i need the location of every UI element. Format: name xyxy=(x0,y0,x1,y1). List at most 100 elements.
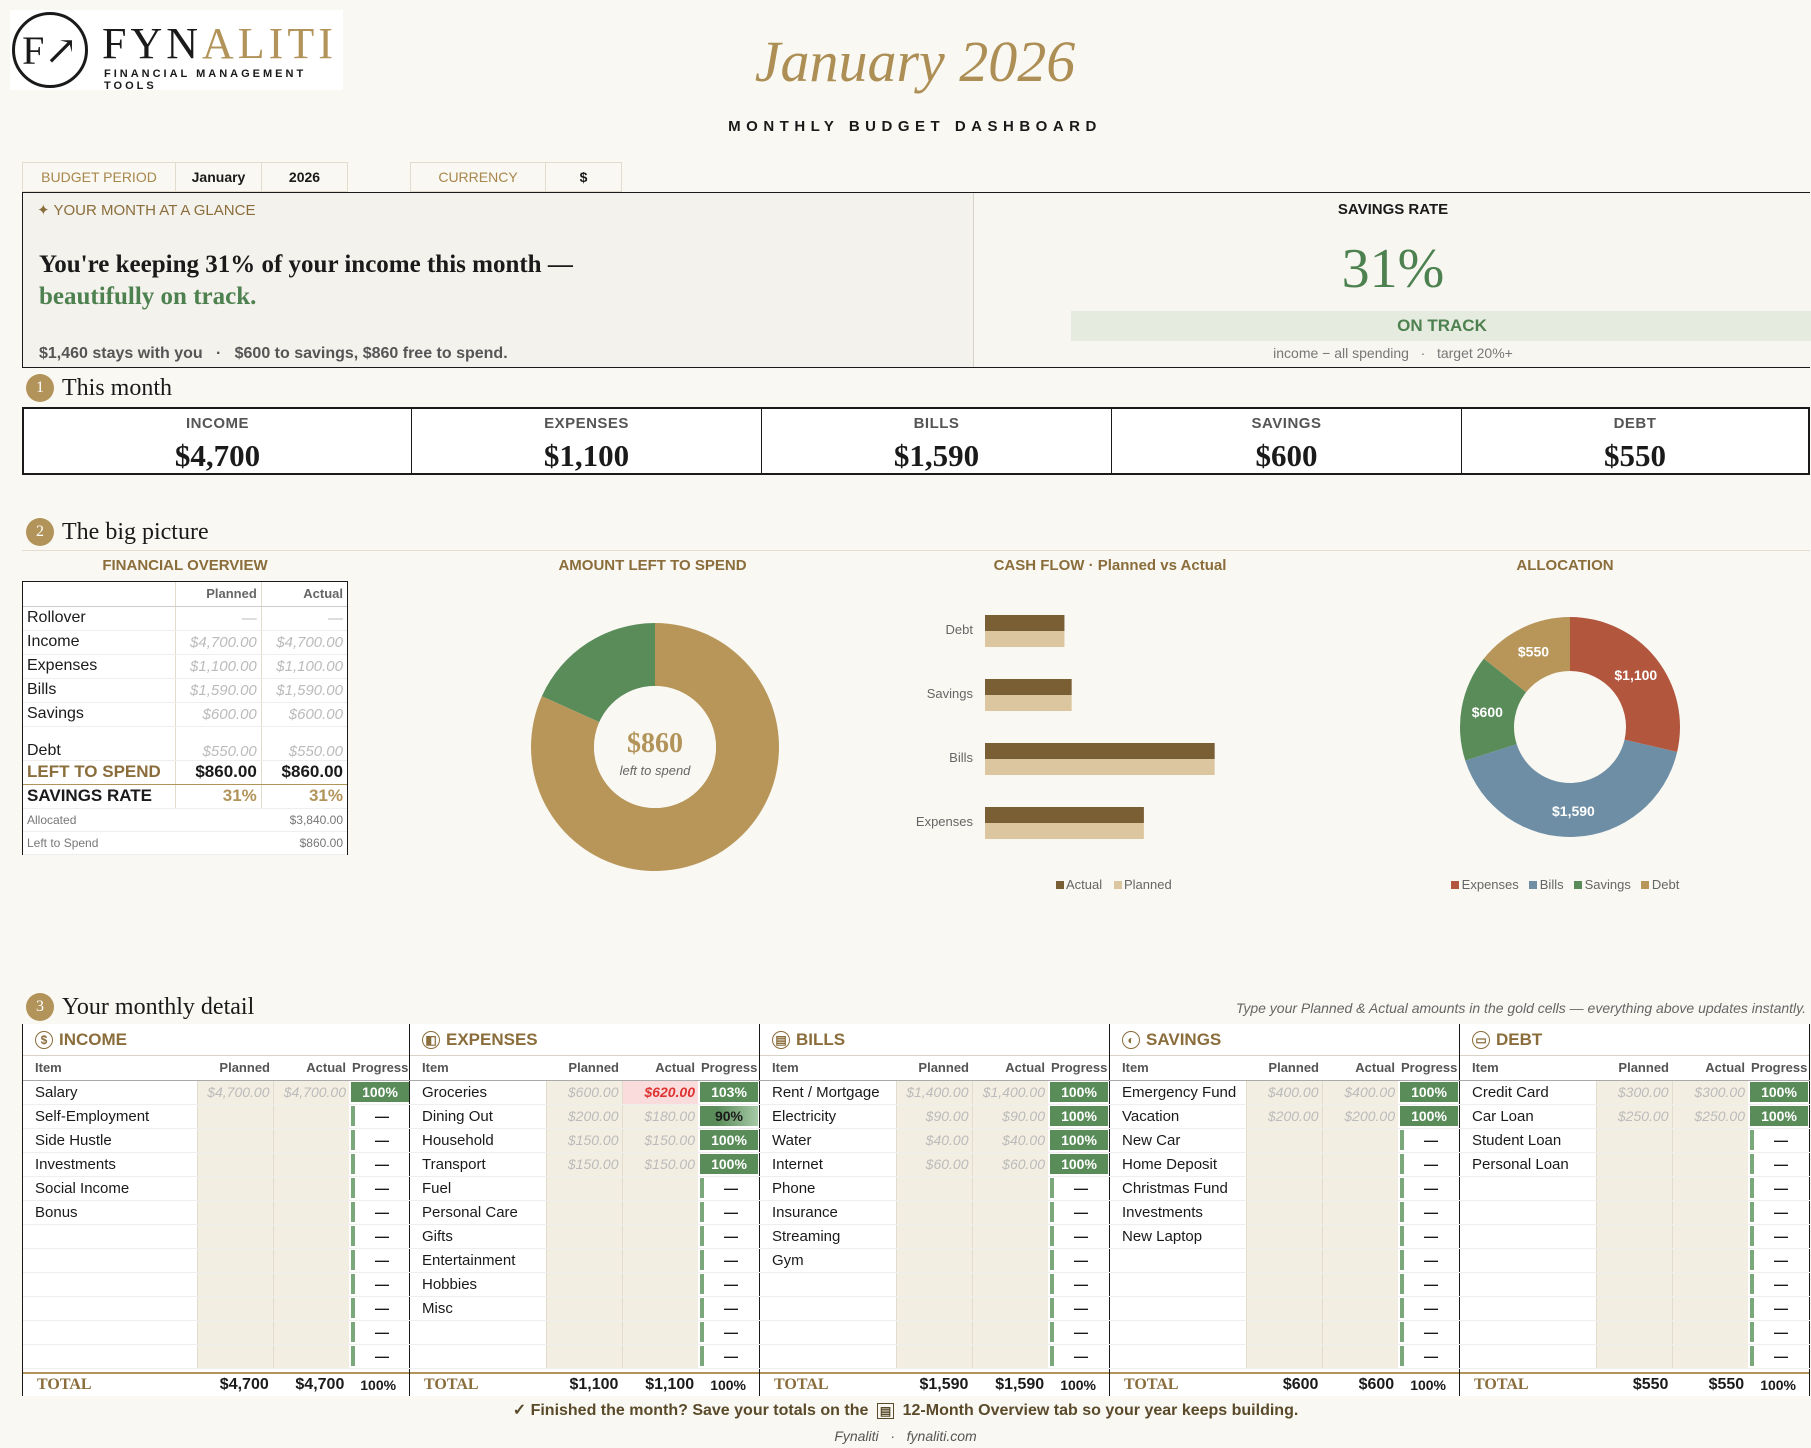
planned-input[interactable]: $1,400.00 xyxy=(895,1080,972,1105)
planned-input[interactable]: $150.00 xyxy=(545,1128,622,1153)
actual-input[interactable] xyxy=(1321,1320,1398,1345)
planned-input[interactable] xyxy=(895,1200,972,1225)
planned-input[interactable]: $250.00 xyxy=(1595,1104,1672,1129)
item-name[interactable] xyxy=(410,1320,546,1345)
planned-input[interactable]: $600.00 xyxy=(545,1080,622,1105)
actual-input[interactable] xyxy=(272,1152,349,1177)
actual-input[interactable] xyxy=(621,1248,698,1273)
item-name[interactable] xyxy=(1110,1344,1246,1369)
planned-input[interactable] xyxy=(196,1320,273,1345)
planned-input[interactable] xyxy=(1595,1296,1672,1321)
item-name[interactable]: Salary xyxy=(23,1080,197,1105)
planned-input[interactable] xyxy=(1595,1200,1672,1225)
actual-input[interactable]: $40.00 xyxy=(971,1128,1048,1153)
actual-input[interactable] xyxy=(1671,1344,1748,1369)
actual-input[interactable] xyxy=(971,1200,1048,1225)
planned-input[interactable] xyxy=(895,1272,972,1297)
actual-input[interactable] xyxy=(1671,1320,1748,1345)
planned-input[interactable]: $4,700.00 xyxy=(196,1080,273,1105)
actual-input[interactable]: $400.00 xyxy=(1321,1080,1398,1105)
actual-input[interactable] xyxy=(621,1176,698,1201)
item-name[interactable] xyxy=(1460,1296,1596,1321)
item-name[interactable]: Gym xyxy=(760,1248,896,1273)
item-name[interactable]: Self-Employment xyxy=(23,1104,197,1129)
item-name[interactable]: Water xyxy=(760,1128,896,1153)
item-name[interactable]: Vacation xyxy=(1110,1104,1246,1129)
item-name[interactable]: Insurance xyxy=(760,1200,896,1225)
planned-input[interactable]: $150.00 xyxy=(545,1152,622,1177)
item-name[interactable] xyxy=(1110,1272,1246,1297)
item-name[interactable]: Groceries xyxy=(410,1080,546,1105)
actual-input[interactable] xyxy=(971,1248,1048,1273)
actual-input[interactable] xyxy=(1671,1152,1748,1177)
actual-input[interactable]: $250.00 xyxy=(1671,1104,1748,1129)
item-name[interactable]: Car Loan xyxy=(1460,1104,1596,1129)
planned-input[interactable] xyxy=(1595,1128,1672,1153)
planned-input[interactable] xyxy=(1245,1344,1322,1369)
actual-input[interactable] xyxy=(1321,1272,1398,1297)
actual-input[interactable]: $620.00 xyxy=(621,1080,698,1105)
planned-input[interactable] xyxy=(196,1128,273,1153)
actual-input[interactable] xyxy=(272,1128,349,1153)
item-name[interactable]: Home Deposit xyxy=(1110,1152,1246,1177)
item-name[interactable]: Household xyxy=(410,1128,546,1153)
item-name[interactable]: Personal Loan xyxy=(1460,1152,1596,1177)
planned-input[interactable] xyxy=(196,1152,273,1177)
planned-input[interactable] xyxy=(1595,1176,1672,1201)
actual-input[interactable] xyxy=(971,1176,1048,1201)
actual-input[interactable] xyxy=(1671,1248,1748,1273)
item-name[interactable] xyxy=(1110,1296,1246,1321)
item-name[interactable]: Gifts xyxy=(410,1224,546,1249)
actual-input[interactable]: $300.00 xyxy=(1671,1080,1748,1105)
actual-input[interactable] xyxy=(272,1104,349,1129)
actual-input[interactable] xyxy=(272,1224,349,1249)
planned-input[interactable] xyxy=(196,1104,273,1129)
item-name[interactable]: Fuel xyxy=(410,1176,546,1201)
planned-input[interactable] xyxy=(196,1200,273,1225)
actual-input[interactable]: $180.00 xyxy=(621,1104,698,1129)
actual-input[interactable] xyxy=(621,1344,698,1369)
actual-input[interactable] xyxy=(1321,1296,1398,1321)
actual-input[interactable] xyxy=(1321,1248,1398,1273)
actual-input[interactable] xyxy=(272,1200,349,1225)
planned-input[interactable] xyxy=(1245,1176,1322,1201)
planned-input[interactable] xyxy=(1595,1224,1672,1249)
item-name[interactable]: Misc xyxy=(410,1296,546,1321)
planned-input[interactable]: $400.00 xyxy=(1245,1080,1322,1105)
actual-input[interactable] xyxy=(1321,1176,1398,1201)
planned-input[interactable] xyxy=(1245,1152,1322,1177)
item-name[interactable] xyxy=(760,1344,896,1369)
planned-input[interactable] xyxy=(545,1296,622,1321)
actual-input[interactable] xyxy=(971,1296,1048,1321)
item-name[interactable]: Internet xyxy=(760,1152,896,1177)
planned-input[interactable] xyxy=(895,1320,972,1345)
actual-input[interactable]: $150.00 xyxy=(621,1128,698,1153)
item-name[interactable]: Emergency Fund xyxy=(1110,1080,1246,1105)
item-name[interactable] xyxy=(1460,1272,1596,1297)
item-name[interactable]: Bonus xyxy=(23,1200,197,1225)
actual-input[interactable] xyxy=(1671,1200,1748,1225)
actual-input[interactable]: $4,700.00 xyxy=(272,1080,349,1105)
item-name[interactable]: Transport xyxy=(410,1152,546,1177)
item-name[interactable]: Credit Card xyxy=(1460,1080,1596,1105)
actual-input[interactable] xyxy=(272,1320,349,1345)
planned-input[interactable] xyxy=(545,1320,622,1345)
planned-input[interactable] xyxy=(1245,1296,1322,1321)
actual-input[interactable] xyxy=(1321,1200,1398,1225)
actual-input[interactable]: $90.00 xyxy=(971,1104,1048,1129)
planned-input[interactable] xyxy=(196,1344,273,1369)
planned-input[interactable] xyxy=(1245,1200,1322,1225)
planned-input[interactable] xyxy=(545,1224,622,1249)
planned-input[interactable] xyxy=(196,1224,273,1249)
item-name[interactable] xyxy=(1460,1200,1596,1225)
planned-input[interactable] xyxy=(1245,1272,1322,1297)
planned-input[interactable] xyxy=(1595,1248,1672,1273)
item-name[interactable]: Entertainment xyxy=(410,1248,546,1273)
actual-input[interactable]: $200.00 xyxy=(1321,1104,1398,1129)
item-name[interactable] xyxy=(1460,1344,1596,1369)
item-name[interactable]: Hobbies xyxy=(410,1272,546,1297)
actual-input[interactable] xyxy=(272,1272,349,1297)
item-name[interactable]: Christmas Fund xyxy=(1110,1176,1246,1201)
planned-input[interactable] xyxy=(545,1200,622,1225)
planned-input[interactable]: $300.00 xyxy=(1595,1080,1672,1105)
